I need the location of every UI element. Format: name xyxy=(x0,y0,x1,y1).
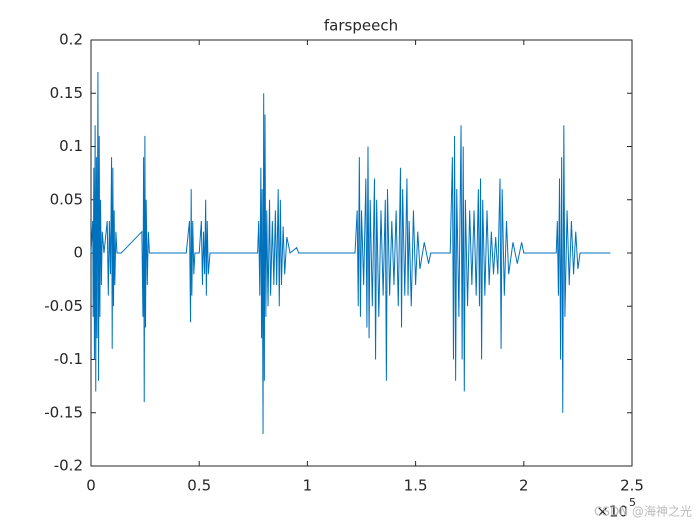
y-tick-label: 0.1 xyxy=(59,137,83,155)
y-tick-label: 0.05 xyxy=(50,190,83,208)
x-tick-label: 1.5 xyxy=(404,477,428,495)
x-tick-label: 2 xyxy=(519,477,529,495)
x-tick-label: 0.5 xyxy=(187,477,211,495)
x-tick-label: 2.5 xyxy=(620,477,644,495)
y-tick-label: 0.15 xyxy=(50,84,83,102)
y-tick-label: 0 xyxy=(73,244,83,262)
x-tick-label: 0 xyxy=(86,477,96,495)
y-tick-label: -0.05 xyxy=(44,297,83,315)
x-multiplier-base: ×10 xyxy=(596,503,628,521)
y-tick-label: -0.2 xyxy=(54,457,83,475)
x-multiplier-exponent: 5 xyxy=(629,496,636,509)
watermark: CSDN @海神之光 xyxy=(594,504,692,519)
y-tick-label: -0.15 xyxy=(44,403,83,421)
x-tick-label: 1 xyxy=(303,477,313,495)
y-tick-label: 0.2 xyxy=(59,31,83,49)
y-tick-label: -0.1 xyxy=(54,350,83,368)
chart-title: farspeech xyxy=(324,17,398,35)
waveform xyxy=(90,71,611,435)
